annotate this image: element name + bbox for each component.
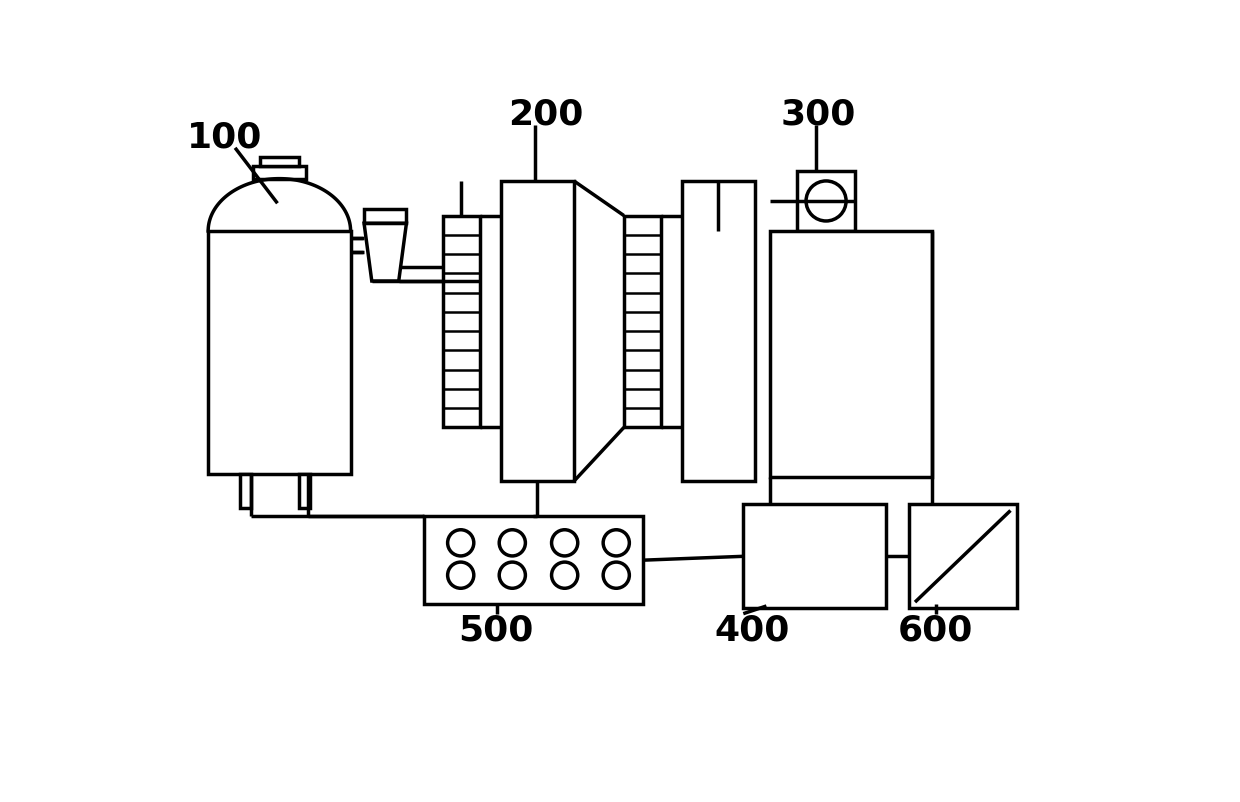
Text: 300: 300 (780, 98, 856, 132)
Bar (253, 166, 305, 179)
Text: 200: 200 (508, 98, 584, 132)
Bar (797, 171, 854, 231)
Bar (743, 504, 885, 608)
Text: 400: 400 (714, 614, 790, 648)
Bar (501, 181, 574, 481)
Bar (909, 504, 1017, 608)
Text: 500: 500 (459, 614, 533, 648)
Bar (260, 157, 299, 166)
Bar (241, 473, 252, 508)
Text: 600: 600 (898, 614, 972, 648)
Bar (299, 473, 310, 508)
Bar (443, 216, 480, 427)
Bar (624, 216, 661, 427)
Bar (365, 209, 407, 223)
Bar (770, 231, 932, 477)
Text: 100: 100 (187, 121, 263, 155)
Bar (424, 516, 644, 605)
Bar (682, 181, 755, 481)
Bar (208, 231, 351, 473)
